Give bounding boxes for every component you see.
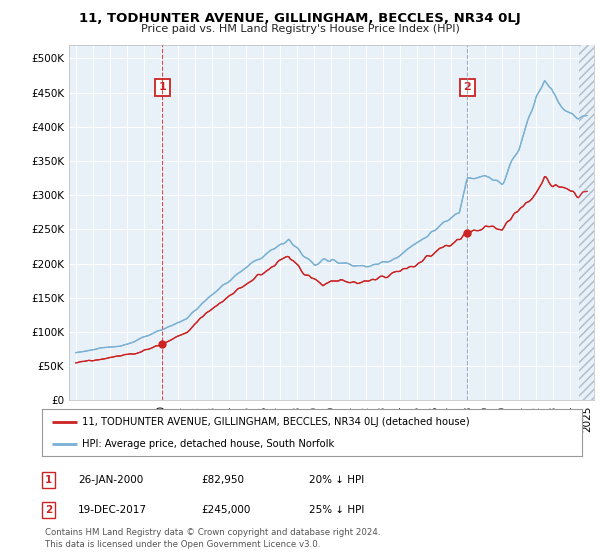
Text: £82,950: £82,950 xyxy=(201,475,244,485)
Text: 19-DEC-2017: 19-DEC-2017 xyxy=(78,505,147,515)
Text: 25% ↓ HPI: 25% ↓ HPI xyxy=(309,505,364,515)
Text: 1: 1 xyxy=(158,82,166,92)
Text: 11, TODHUNTER AVENUE, GILLINGHAM, BECCLES, NR34 0LJ: 11, TODHUNTER AVENUE, GILLINGHAM, BECCLE… xyxy=(79,12,521,25)
Text: 26-JAN-2000: 26-JAN-2000 xyxy=(78,475,143,485)
Text: Price paid vs. HM Land Registry's House Price Index (HPI): Price paid vs. HM Land Registry's House … xyxy=(140,24,460,34)
Text: 2: 2 xyxy=(463,82,471,92)
Text: 1: 1 xyxy=(45,475,52,485)
Text: 2: 2 xyxy=(45,505,52,515)
Text: 11, TODHUNTER AVENUE, GILLINGHAM, BECCLES, NR34 0LJ (detached house): 11, TODHUNTER AVENUE, GILLINGHAM, BECCLE… xyxy=(83,417,470,427)
Text: HPI: Average price, detached house, South Norfolk: HPI: Average price, detached house, Sout… xyxy=(83,438,335,449)
Text: 20% ↓ HPI: 20% ↓ HPI xyxy=(309,475,364,485)
Text: Contains HM Land Registry data © Crown copyright and database right 2024.
This d: Contains HM Land Registry data © Crown c… xyxy=(45,528,380,549)
Bar xyxy=(578,45,596,400)
Bar xyxy=(578,45,596,400)
Text: £245,000: £245,000 xyxy=(201,505,250,515)
